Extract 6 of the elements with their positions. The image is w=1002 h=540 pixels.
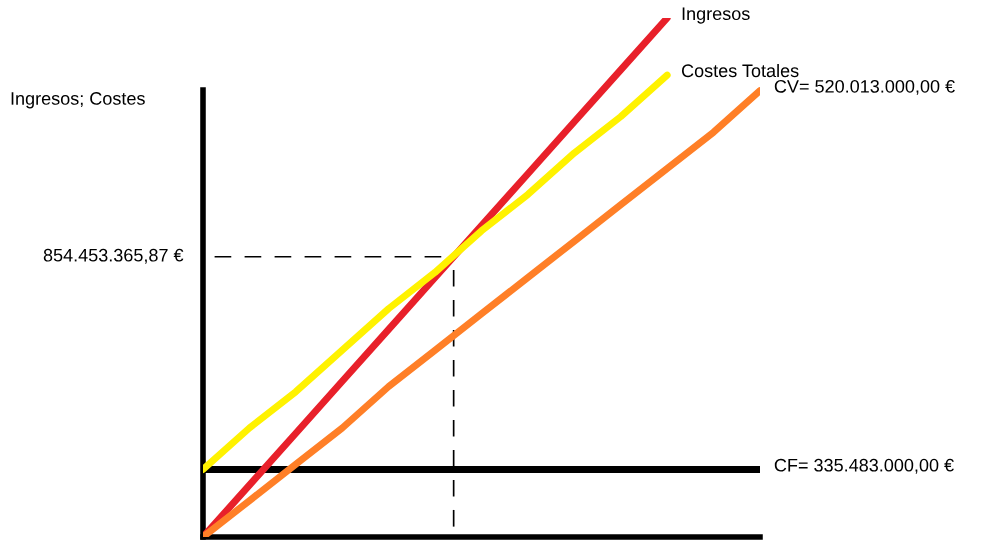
series-label: Costes Totales xyxy=(681,63,799,78)
series-label: CV= 520.013.000,00 € xyxy=(774,79,955,95)
series-label: CF= 335.483.000,00 € xyxy=(774,458,954,474)
ref-line-label: 854.453.365,87 € xyxy=(43,248,184,264)
series-label: Ingresos xyxy=(682,7,750,24)
y-axis-title: Ingresos; Costes xyxy=(11,92,145,109)
